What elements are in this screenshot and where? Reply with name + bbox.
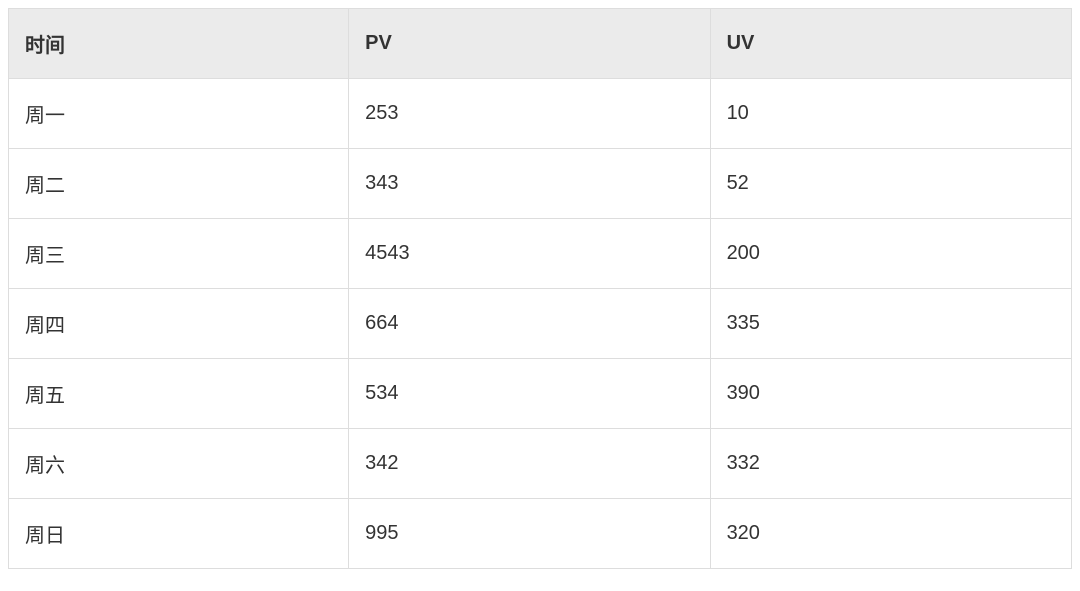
cell-time: 周二 (9, 149, 349, 219)
cell-uv: 10 (710, 79, 1071, 149)
table-row: 周四 664 335 (9, 289, 1072, 359)
data-table-container: 时间 PV UV 周一 253 10 周二 343 52 周三 4543 200 (8, 8, 1072, 569)
cell-time: 周五 (9, 359, 349, 429)
cell-pv: 4543 (349, 219, 710, 289)
cell-uv: 52 (710, 149, 1071, 219)
column-header-time: 时间 (9, 9, 349, 79)
cell-time: 周一 (9, 79, 349, 149)
cell-pv: 664 (349, 289, 710, 359)
table-row: 周五 534 390 (9, 359, 1072, 429)
table-header-row: 时间 PV UV (9, 9, 1072, 79)
pv-uv-table: 时间 PV UV 周一 253 10 周二 343 52 周三 4543 200 (8, 8, 1072, 569)
column-header-uv: UV (710, 9, 1071, 79)
cell-time: 周日 (9, 499, 349, 569)
cell-pv: 342 (349, 429, 710, 499)
column-header-pv: PV (349, 9, 710, 79)
table-row: 周二 343 52 (9, 149, 1072, 219)
cell-pv: 343 (349, 149, 710, 219)
cell-time: 周四 (9, 289, 349, 359)
cell-pv: 995 (349, 499, 710, 569)
table-row: 周一 253 10 (9, 79, 1072, 149)
cell-uv: 332 (710, 429, 1071, 499)
cell-time: 周六 (9, 429, 349, 499)
cell-time: 周三 (9, 219, 349, 289)
cell-uv: 320 (710, 499, 1071, 569)
cell-uv: 335 (710, 289, 1071, 359)
table-row: 周六 342 332 (9, 429, 1072, 499)
cell-uv: 200 (710, 219, 1071, 289)
cell-uv: 390 (710, 359, 1071, 429)
cell-pv: 253 (349, 79, 710, 149)
table-row: 周日 995 320 (9, 499, 1072, 569)
cell-pv: 534 (349, 359, 710, 429)
table-row: 周三 4543 200 (9, 219, 1072, 289)
